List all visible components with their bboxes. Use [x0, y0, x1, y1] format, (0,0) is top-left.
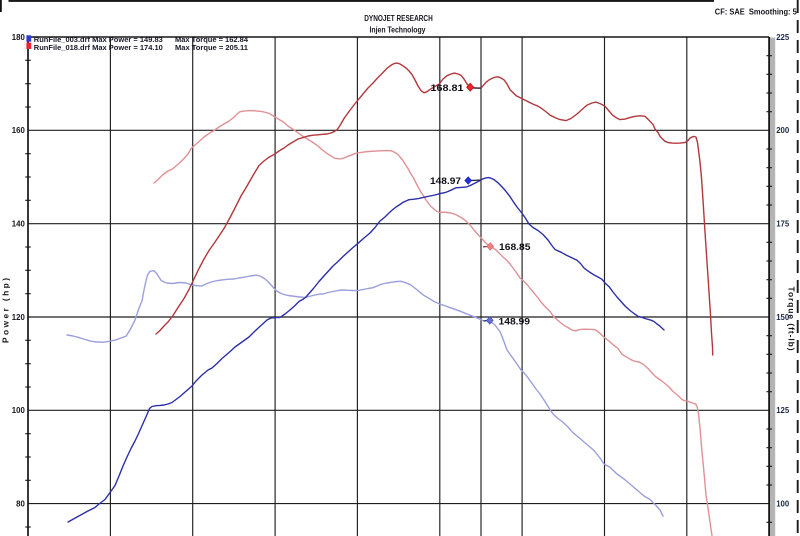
svg-text:150: 150: [776, 313, 790, 322]
svg-text:RunFile_018.drf Max Power = 17: RunFile_018.drf Max Power = 174.10: [34, 43, 163, 52]
svg-text:Injen Technology: Injen Technology: [370, 24, 426, 34]
svg-text:80: 80: [16, 500, 25, 509]
svg-text:120: 120: [12, 313, 26, 322]
svg-text:168.81: 168.81: [431, 83, 464, 93]
svg-text:RunFile_003.drf Max Power = 14: RunFile_003.drf Max Power = 149.83: [34, 35, 163, 44]
svg-text:Torque (ft-lb): Torque (ft-lb): [787, 287, 797, 351]
svg-text:Power (hp): Power (hp): [1, 278, 11, 343]
svg-text:180: 180: [12, 33, 26, 42]
svg-text:DYNOJET RESEARCH: DYNOJET RESEARCH: [364, 13, 433, 23]
svg-text:Max Torque = 205.11: Max Torque = 205.11: [175, 43, 249, 52]
svg-text:140: 140: [12, 220, 26, 229]
svg-text:Max Torque = 162.84: Max Torque = 162.84: [175, 35, 249, 44]
svg-text:148.97: 148.97: [430, 176, 461, 186]
svg-text:148.99: 148.99: [499, 317, 531, 327]
svg-text:168.85: 168.85: [499, 242, 531, 252]
svg-text:100: 100: [776, 500, 790, 509]
svg-text:100: 100: [12, 406, 26, 415]
svg-text:175: 175: [776, 220, 790, 229]
svg-text:CF: SAE Smoothing: 5: CF: SAE Smoothing: 5: [715, 8, 797, 17]
svg-text:200: 200: [776, 126, 790, 135]
svg-text:225: 225: [776, 33, 790, 42]
svg-text:125: 125: [776, 406, 790, 415]
svg-text:160: 160: [12, 126, 26, 135]
